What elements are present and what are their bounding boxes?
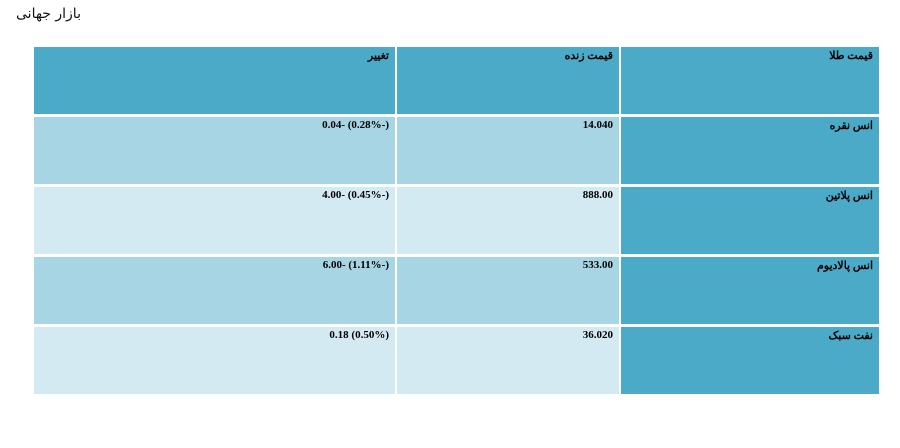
row-name: نفت سبک xyxy=(621,327,879,394)
page-title: بازار جهانی xyxy=(16,6,81,22)
row-price: 14.040 xyxy=(397,117,619,184)
row-price: 533.00 xyxy=(397,257,619,324)
row-change: (-0.28%) -0.04 xyxy=(34,117,395,184)
table-row: انس پلاتین 888.00 (-0.45%) -4.00 xyxy=(34,187,879,254)
row-name: انس نقره xyxy=(621,117,879,184)
row-change: (-0.45%) -4.00 xyxy=(34,187,395,254)
header-name: قیمت طلا xyxy=(621,47,879,114)
header-price: قیمت زنده xyxy=(397,47,619,114)
row-name: انس پلاتین xyxy=(621,187,879,254)
row-price: 888.00 xyxy=(397,187,619,254)
table-row: انس پالادیوم 533.00 (-1.11%) -6.00 xyxy=(34,257,879,324)
market-table: قیمت طلا قیمت زنده تغییر انس نقره 14.040… xyxy=(32,44,881,397)
table-header-row: قیمت طلا قیمت زنده تغییر xyxy=(34,47,879,114)
header-change: تغییر xyxy=(34,47,395,114)
table-row: انس نقره 14.040 (-0.28%) -0.04 xyxy=(34,117,879,184)
row-change: (0.50%) 0.18 xyxy=(34,327,395,394)
row-change: (-1.11%) -6.00 xyxy=(34,257,395,324)
row-name: انس پالادیوم xyxy=(621,257,879,324)
table-row: نفت سبک 36.020 (0.50%) 0.18 xyxy=(34,327,879,394)
row-price: 36.020 xyxy=(397,327,619,394)
